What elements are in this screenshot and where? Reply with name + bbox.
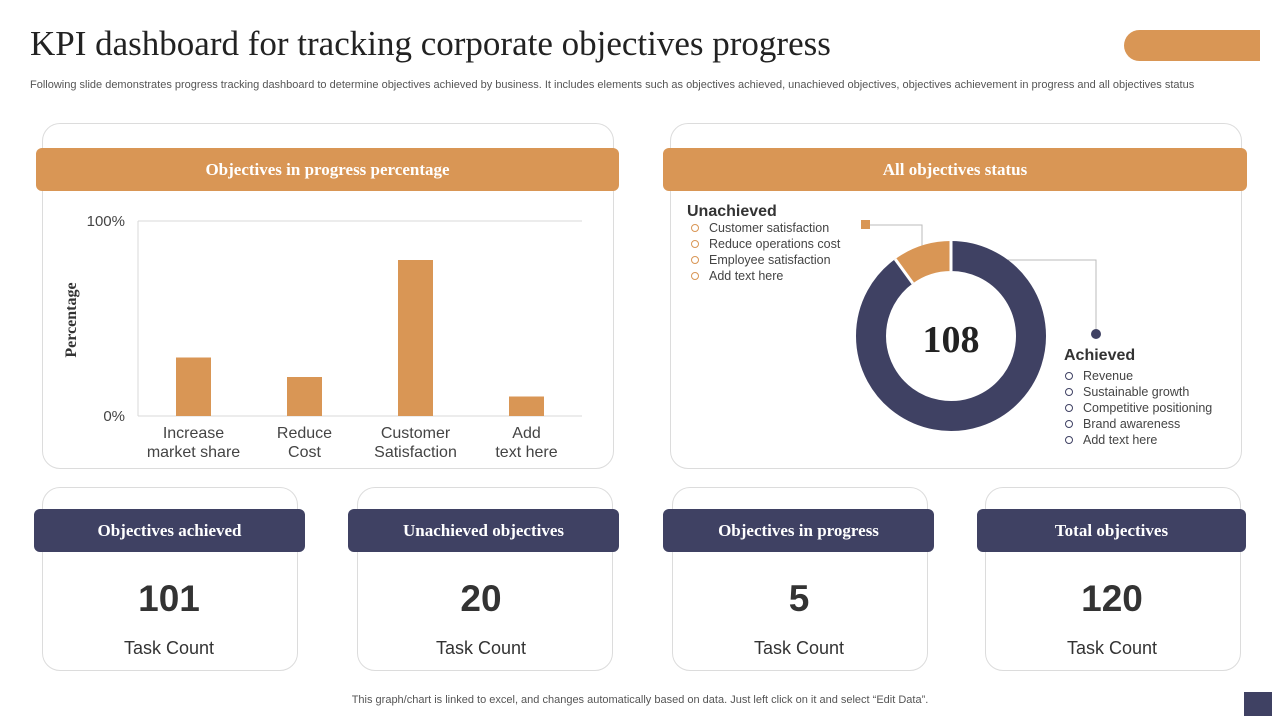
circle-bullet-icon <box>1065 404 1073 412</box>
decorative-accent-bar <box>1124 30 1260 61</box>
bar-x-tick-label: Customer Satisfaction <box>374 425 457 461</box>
bar-x-tick-label: Increase market share <box>146 425 241 461</box>
achieved-item-label: Add text here <box>1083 433 1158 447</box>
achieved-item: Competitive positioning <box>1061 400 1212 416</box>
circle-bullet-icon <box>1065 372 1073 380</box>
kpi-label-objectives-in-progress: Task Count <box>753 638 845 658</box>
circle-bullet-icon <box>691 256 699 264</box>
bar-chart: 0% 100% <box>87 213 582 425</box>
unachieved-title: Unachieved <box>687 203 777 220</box>
kpi-header-total-objectives: Total objectives <box>977 509 1246 552</box>
unachieved-item-label: Customer satisfaction <box>709 221 830 235</box>
bar-chart-y-axis-label: Percentage <box>63 282 80 358</box>
donut-slice-unachieved <box>895 241 952 284</box>
achieved-item: Brand awareness <box>1061 416 1212 432</box>
unachieved-item: Reduce operations cost <box>687 236 840 252</box>
unachieved-item-label: Employee satisfaction <box>709 253 831 267</box>
circle-bullet-icon <box>691 224 699 232</box>
achieved-item: Add text here <box>1061 432 1212 448</box>
achieved-title: Achieved <box>1064 347 1136 364</box>
circle-bullet-icon <box>1065 388 1073 396</box>
unachieved-item: Customer satisfaction <box>687 220 840 236</box>
donut-chart-header: All objectives status <box>663 148 1247 191</box>
kpi-label-total-objectives: Task Count <box>1066 638 1158 658</box>
achieved-item-label: Revenue <box>1083 369 1134 383</box>
bar-y-tick-label: 100% <box>87 213 125 230</box>
achieved-item: Revenue <box>1061 368 1212 384</box>
bar-x-tick-label: Add text here <box>495 425 558 461</box>
donut-separator <box>893 258 915 285</box>
decorative-corner-square <box>1244 692 1272 716</box>
page-subtitle: Following slide demonstrates progress tr… <box>30 79 1195 91</box>
achieved-list: Revenue Sustainable growth Competitive pos… <box>1061 368 1212 448</box>
donut-center-value: 108 <box>922 319 980 361</box>
page-title: KPI dashboard for tracking corporate obj… <box>30 24 831 63</box>
donut-slice-achieved <box>856 241 1046 431</box>
kpi-value-unachieved-objectives: 20 <box>460 578 502 619</box>
bar-y-tick-label: 0% <box>103 408 125 425</box>
achieved-item: Sustainable growth <box>1061 384 1212 400</box>
bar-chart-header: Objectives in progress percentage <box>36 148 619 191</box>
unachieved-item: Employee satisfaction <box>687 252 840 268</box>
kpi-header-unachieved-objectives: Unachieved objectives <box>348 509 619 552</box>
unachieved-item: Add text here <box>687 268 840 284</box>
kpi-label-unachieved-objectives: Task Count <box>435 638 527 658</box>
circle-bullet-icon <box>1065 420 1073 428</box>
bar-1 <box>176 357 211 416</box>
kpi-header-objectives-achieved: Objectives achieved <box>34 509 305 552</box>
achieved-item-label: Competitive positioning <box>1083 401 1213 415</box>
bar-4 <box>509 396 544 416</box>
unachieved-list: Customer satisfaction Reduce operations c… <box>687 220 840 284</box>
achieved-item-label: Brand awareness <box>1083 417 1181 431</box>
kpi-value-objectives-achieved: 101 <box>138 578 200 619</box>
circle-bullet-icon <box>1065 436 1073 444</box>
bar-3 <box>398 260 433 416</box>
kpi-header-objectives-in-progress: Objectives in progress <box>663 509 934 552</box>
unachieved-item-label: Add text here <box>709 269 784 283</box>
achieved-item-label: Sustainable growth <box>1083 385 1190 399</box>
kpi-value-objectives-in-progress: 5 <box>788 578 810 619</box>
bar-2 <box>287 377 322 416</box>
unachieved-item-label: Reduce operations cost <box>709 237 841 251</box>
circle-bullet-icon <box>691 240 699 248</box>
kpi-value-total-objectives: 120 <box>1081 578 1143 619</box>
donut-chart <box>856 241 1046 431</box>
kpi-label-objectives-achieved: Task Count <box>123 638 215 658</box>
circle-bullet-icon <box>691 272 699 280</box>
bar-x-tick-label: Reduce Cost <box>276 425 333 461</box>
footer-note: This graph/chart is linked to excel, and… <box>351 694 929 706</box>
